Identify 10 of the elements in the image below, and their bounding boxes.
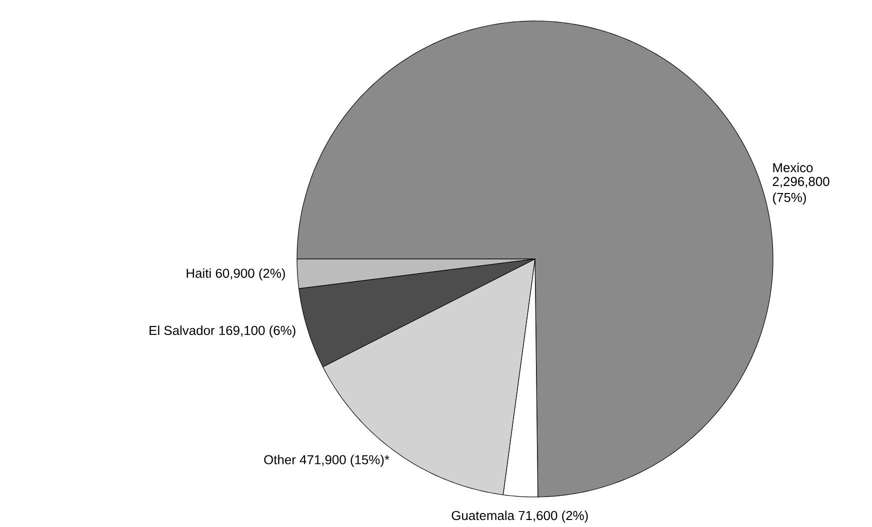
slice-label: Mexico — [773, 162, 813, 172]
data-label: 2,296,800 (75%) — [772, 176, 830, 205]
slice-label: Haiti — [186, 268, 211, 278]
data-label: 60,900 (2%) — [216, 268, 285, 280]
slice-label: Other — [264, 454, 296, 464]
data-label: 169,100 (6%) — [219, 326, 296, 338]
data-label: 71,600 (2%) — [518, 510, 588, 523]
data-label: 471,900 (15%)* — [300, 454, 390, 467]
slice-label: Guatemala — [452, 510, 514, 520]
slice-label: El Salvador — [150, 326, 215, 336]
